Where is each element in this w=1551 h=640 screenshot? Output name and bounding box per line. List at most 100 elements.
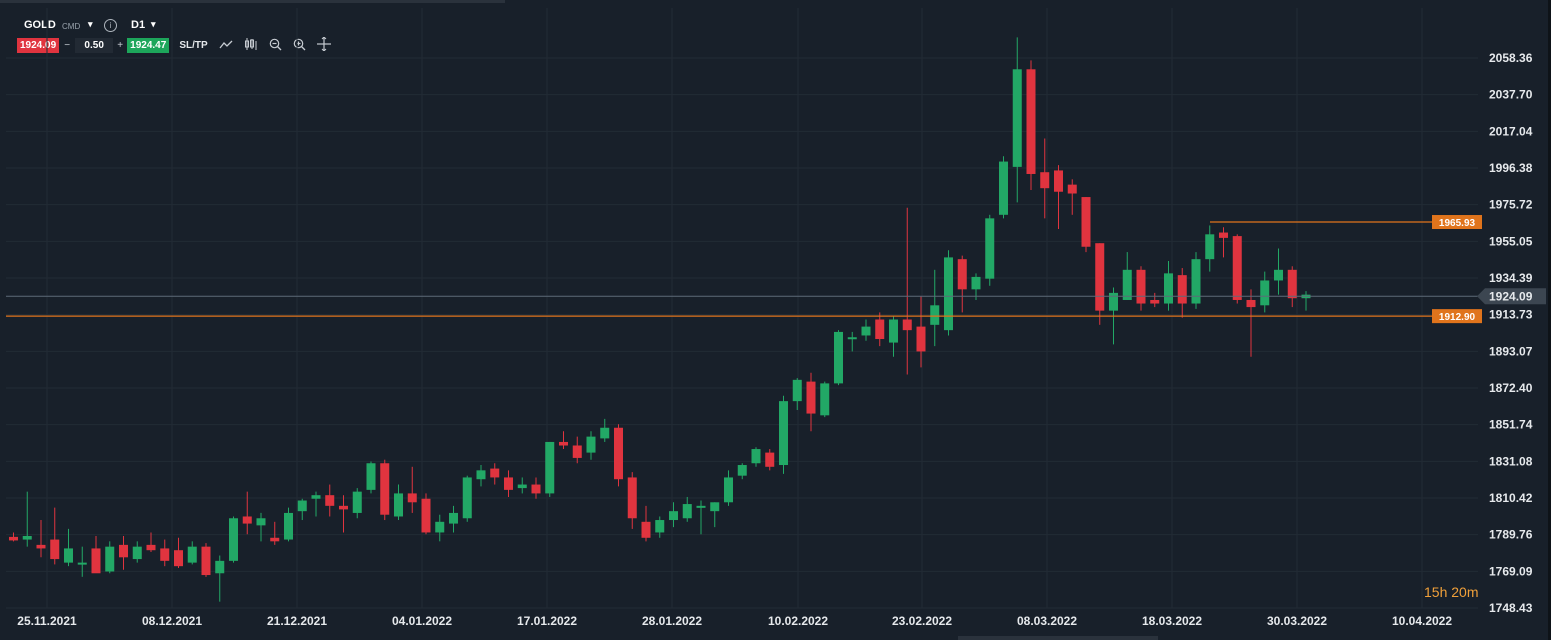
buy-price-button[interactable]: 1924.47 (127, 38, 170, 53)
bear-candle[interactable] (614, 427, 623, 480)
bull-candle[interactable] (737, 465, 747, 476)
bull-candle[interactable] (352, 491, 362, 513)
bear-candle[interactable] (1040, 172, 1050, 189)
bull-candle[interactable] (1191, 259, 1201, 304)
bear-candle[interactable] (902, 319, 912, 331)
bull-candle[interactable] (1109, 292, 1118, 311)
bear-candle[interactable] (1136, 269, 1146, 304)
bear-candle[interactable] (572, 445, 582, 458)
bull-candle[interactable] (545, 441, 555, 494)
timeframe-dropdown-icon[interactable]: ▾ (151, 18, 156, 29)
bear-candle[interactable] (339, 505, 348, 510)
bear-candle[interactable] (1150, 299, 1160, 304)
bear-candle[interactable] (627, 477, 637, 519)
symbol-name[interactable]: GOLD (24, 19, 56, 31)
bear-candle[interactable] (270, 537, 280, 542)
bull-candle[interactable] (105, 546, 115, 572)
bear-candle[interactable] (1054, 170, 1063, 192)
bull-candle[interactable] (655, 520, 665, 533)
bull-candle[interactable] (792, 379, 802, 402)
bull-candle[interactable] (77, 562, 87, 565)
bull-candle[interactable] (847, 337, 857, 340)
bull-candle[interactable] (22, 536, 32, 540)
bull-candle[interactable] (586, 436, 596, 453)
bull-candle[interactable] (696, 505, 706, 508)
bear-candle[interactable] (146, 544, 156, 551)
bear-candle[interactable] (407, 493, 417, 503)
bull-candle[interactable] (1274, 269, 1283, 281)
bear-candle[interactable] (641, 521, 651, 538)
bull-candle[interactable] (132, 546, 142, 560)
timeframe-select[interactable]: D1 (131, 19, 146, 31)
bear-candle[interactable] (9, 536, 18, 541)
bull-candle[interactable] (64, 548, 73, 563)
bull-candle[interactable] (435, 521, 445, 533)
bear-candle[interactable] (174, 550, 183, 567)
bear-candle[interactable] (1177, 275, 1187, 304)
bull-candle[interactable] (751, 449, 761, 464)
increase-volume-button[interactable]: + (117, 40, 124, 51)
bull-candle[interactable] (889, 319, 898, 343)
bear-candle[interactable] (1081, 197, 1091, 247)
bear-candle[interactable] (490, 468, 500, 478)
bear-candle[interactable] (36, 544, 46, 549)
bottom-scroll-strip[interactable] (958, 636, 1158, 640)
sell-price-button[interactable]: 1924.09 (17, 38, 60, 53)
bull-candle[interactable] (476, 470, 486, 480)
bull-candle[interactable] (215, 560, 225, 574)
bear-candle[interactable] (91, 548, 101, 574)
bull-candle[interactable] (779, 401, 788, 466)
bear-candle[interactable] (916, 326, 926, 352)
bull-candle[interactable] (284, 512, 293, 540)
bear-candle[interactable] (1287, 269, 1297, 299)
bull-candle[interactable] (449, 512, 458, 524)
bear-candle[interactable] (160, 548, 170, 561)
price-level-badge[interactable] (1432, 215, 1482, 230)
price-level-badge[interactable] (1432, 309, 1482, 324)
bull-candle[interactable] (820, 383, 830, 416)
bull-candle[interactable] (256, 518, 266, 526)
bull-candle[interactable] (669, 511, 678, 521)
bull-candle[interactable] (985, 218, 995, 279)
bull-candle[interactable] (394, 493, 403, 517)
bull-candle[interactable] (724, 477, 733, 503)
bull-candle[interactable] (971, 276, 981, 290)
bull-candle[interactable] (600, 427, 610, 439)
bear-candle[interactable] (242, 516, 252, 524)
bear-candle[interactable] (1095, 243, 1105, 311)
bull-candle[interactable] (311, 495, 321, 499)
bear-candle[interactable] (504, 477, 513, 490)
bull-candle[interactable] (834, 331, 843, 384)
bear-candle[interactable] (1219, 232, 1228, 238)
bull-candle[interactable] (1205, 234, 1215, 260)
symbol-dropdown-icon[interactable]: ▾ (88, 18, 93, 29)
bear-candle[interactable] (765, 452, 775, 467)
bull-candle[interactable] (861, 326, 871, 336)
bear-candle[interactable] (1026, 69, 1036, 174)
bull-candle[interactable] (999, 161, 1008, 215)
bull-candle[interactable] (1164, 273, 1173, 304)
volume-input[interactable]: 0.50 (75, 38, 114, 53)
bear-candle[interactable] (201, 546, 211, 576)
zoom-in-icon[interactable] (293, 38, 306, 54)
bull-candle[interactable] (710, 502, 720, 512)
bear-candle[interactable] (421, 498, 431, 533)
sltp-button[interactable]: SL/TP (179, 40, 208, 51)
bear-candle[interactable] (875, 319, 885, 340)
crosshair-icon[interactable] (316, 36, 331, 54)
bull-candle[interactable] (297, 500, 307, 512)
bull-candle[interactable] (462, 477, 472, 519)
bull-candle[interactable] (229, 518, 238, 561)
bear-candle[interactable] (531, 484, 541, 494)
bull-candle[interactable] (1012, 69, 1022, 167)
bull-candle[interactable] (944, 257, 953, 331)
info-icon[interactable]: i (104, 19, 117, 32)
zoom-out-icon[interactable] (269, 38, 282, 54)
bull-candle[interactable] (366, 463, 376, 490)
decrease-volume-button[interactable]: − (64, 40, 71, 51)
bull-candle[interactable] (682, 504, 692, 519)
bull-candle[interactable] (1260, 280, 1270, 306)
bull-candle[interactable] (930, 305, 940, 325)
bull-candle[interactable] (187, 546, 197, 563)
